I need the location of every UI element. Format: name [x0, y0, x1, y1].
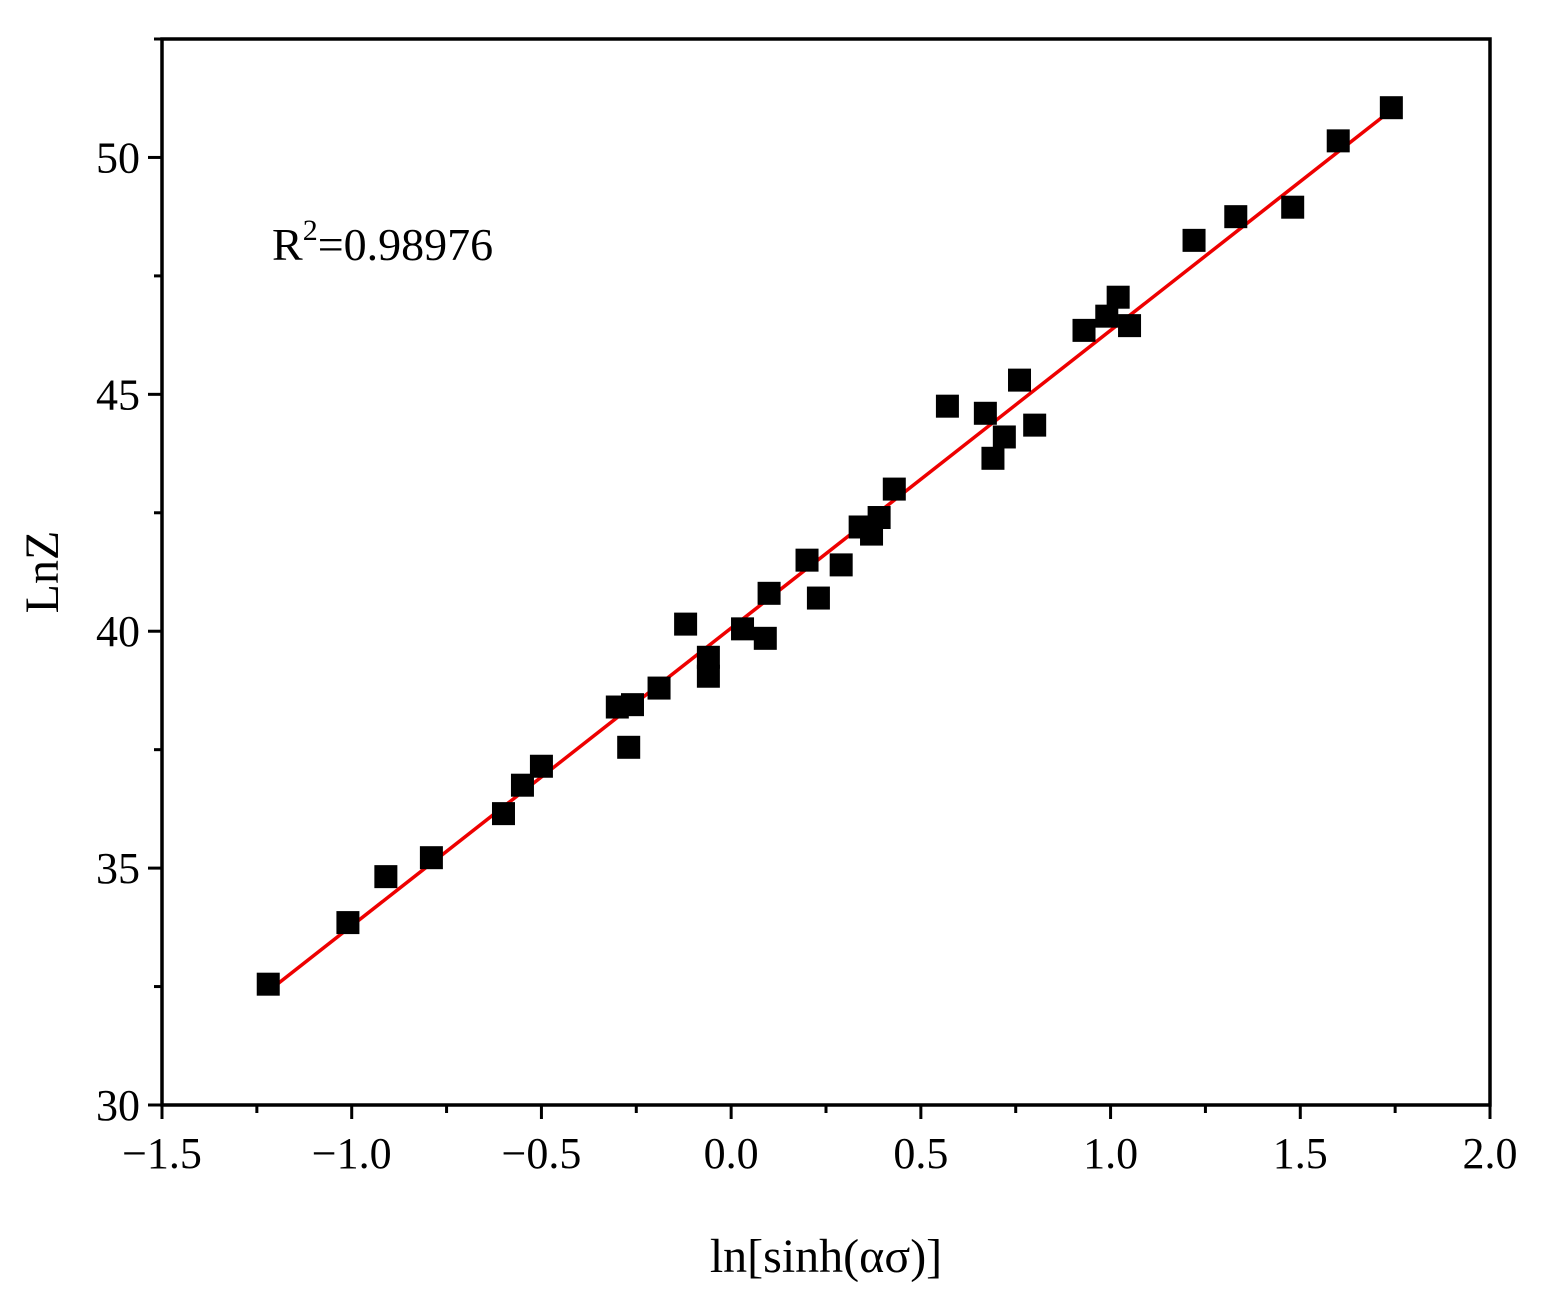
x-tick-label: −1.0 — [312, 1129, 392, 1178]
x-tick-label: −1.5 — [122, 1129, 202, 1178]
x-tick-labels: −1.5 −1.0 −0.5 0.0 0.5 1.0 1.5 2.0 — [122, 1129, 1517, 1178]
x-tick-label: 2.0 — [1463, 1129, 1518, 1178]
data-point — [981, 446, 1005, 470]
data-point — [1008, 368, 1032, 392]
fit-line-group — [267, 108, 1393, 993]
data-point — [696, 645, 720, 669]
data-point — [795, 548, 819, 572]
data-points — [256, 96, 1403, 996]
y-tick-label: 35 — [96, 844, 140, 893]
y-tick-label: 30 — [96, 1081, 140, 1130]
data-point — [374, 865, 398, 889]
data-point — [1224, 205, 1248, 229]
data-point — [731, 617, 755, 641]
data-point — [620, 693, 644, 717]
data-point — [1379, 96, 1403, 120]
data-point — [1095, 304, 1119, 328]
data-point — [829, 553, 853, 577]
data-point — [617, 735, 641, 759]
data-point — [1281, 195, 1305, 219]
y-axis-title: LnZ — [16, 531, 69, 614]
axis-ticks — [148, 37, 1492, 1119]
y-tick-label: 40 — [96, 607, 140, 656]
data-point — [1106, 285, 1130, 309]
x-tick-label: 1.0 — [1083, 1129, 1138, 1178]
data-point — [510, 773, 534, 797]
data-point — [1118, 314, 1142, 338]
data-point — [882, 477, 906, 501]
x-tick-label: 1.5 — [1273, 1129, 1328, 1178]
data-point — [1182, 228, 1206, 252]
data-point — [757, 581, 781, 605]
y-tick-label: 45 — [96, 370, 140, 419]
r-squared-annotation: R2=0.98976 — [272, 214, 493, 270]
data-point — [973, 401, 997, 425]
fit-line — [267, 108, 1393, 993]
data-point — [647, 676, 671, 700]
x-axis-title: ln[sinh(ασ)] — [710, 1230, 942, 1283]
data-point — [1072, 318, 1096, 342]
x-tick-label: 0.5 — [893, 1129, 948, 1178]
data-point — [867, 506, 891, 530]
data-point — [1023, 413, 1047, 437]
data-point — [1326, 129, 1350, 153]
y-tick-labels: 30 35 40 45 50 — [96, 133, 140, 1130]
x-tick-label: 0.0 — [704, 1129, 759, 1178]
y-tick-label: 50 — [96, 133, 140, 182]
data-point — [491, 802, 515, 826]
data-point — [256, 972, 280, 996]
data-point — [806, 586, 830, 610]
data-point — [336, 911, 360, 935]
data-point — [529, 754, 553, 778]
x-tick-label: −0.5 — [502, 1129, 582, 1178]
data-point — [992, 425, 1016, 449]
data-point — [696, 664, 720, 688]
data-point — [753, 626, 777, 650]
data-point — [935, 394, 959, 418]
data-point — [674, 612, 698, 636]
data-point — [419, 846, 443, 870]
